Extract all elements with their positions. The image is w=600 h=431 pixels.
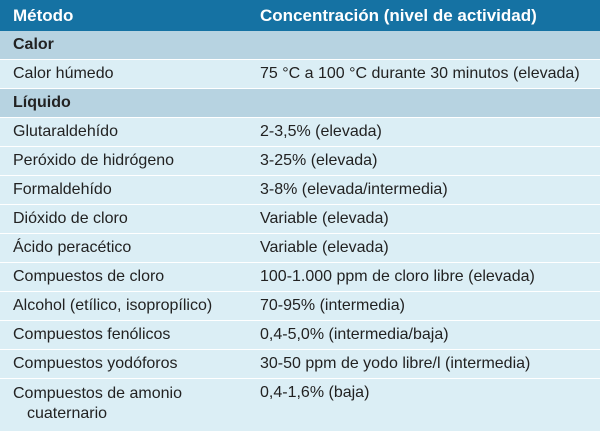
value-cell: 0,4-5,0% (intermedia/baja) [260,326,449,343]
value-cell: 3-8% (elevada/intermedia) [260,181,448,198]
method-cell: Compuestos de cloro [13,268,165,285]
value-cell: 30-50 ppm de yodo libre/l (intermedia) [260,355,531,372]
value-cell: 0,4-1,6% (baja) [260,384,370,401]
method-cell: Calor húmedo [13,65,114,82]
method-line-2: cuaternario [27,405,108,422]
table-header: Método Concentración (nivel de actividad… [0,0,600,31]
header-concentration: Concentración (nivel de actividad) [260,5,537,25]
table-row: Compuestos yodóforos 30-50 ppm de yodo l… [0,350,600,379]
method-cell: Ácido peracético [13,239,132,256]
table-row: Alcohol (etílico, isopropílico) 70-95% (… [0,292,600,321]
value-cell: 70-95% (intermedia) [260,297,405,314]
method-cell: Compuestos fenólicos [13,326,171,343]
table-row: Ácido peracético Variable (elevada) [0,234,600,263]
method-cell: Glutaraldehído [13,123,118,140]
table-row: Formaldehído 3-8% (elevada/intermedia) [0,176,600,205]
table-row: Compuestos de cloro 100-1.000 ppm de clo… [0,263,600,292]
table-row: Glutaraldehído 2-3,5% (elevada) [0,118,600,147]
section-title: Calor [13,36,54,53]
table-row: Peróxido de hidrógeno 3-25% (elevada) [0,147,600,176]
header-method: Método [13,5,74,25]
value-cell: 75 °C a 100 °C durante 30 minutos (eleva… [260,65,580,82]
table-row: Compuestos de amonio cuaternario 0,4-1,6… [0,379,600,427]
method-cell: Formaldehído [13,181,112,198]
value-cell: Variable (elevada) [260,239,389,256]
value-cell: 100-1.000 ppm de cloro libre (elevada) [260,268,535,285]
table-row: Calor húmedo 75 °C a 100 °C durante 30 m… [0,60,600,89]
table-row: Dióxido de cloro Variable (elevada) [0,205,600,234]
value-cell: Variable (elevada) [260,210,389,227]
section-liquido: Líquido [0,89,600,118]
method-cell: Dióxido de cloro [13,210,128,227]
section-calor: Calor [0,31,600,60]
method-cell: Peróxido de hidrógeno [13,152,175,169]
value-cell: 2-3,5% (elevada) [260,123,382,140]
method-cell: Alcohol (etílico, isopropílico) [13,297,213,314]
value-cell: 3-25% (elevada) [260,152,378,169]
table-row: Compuestos fenólicos 0,4-5,0% (intermedi… [0,321,600,350]
method-cell: Compuestos yodóforos [13,355,178,372]
method-cell: Compuestos de amonio cuaternario [0,384,250,424]
method-line-1: Compuestos de amonio [13,385,182,402]
section-title: Líquido [13,94,71,111]
